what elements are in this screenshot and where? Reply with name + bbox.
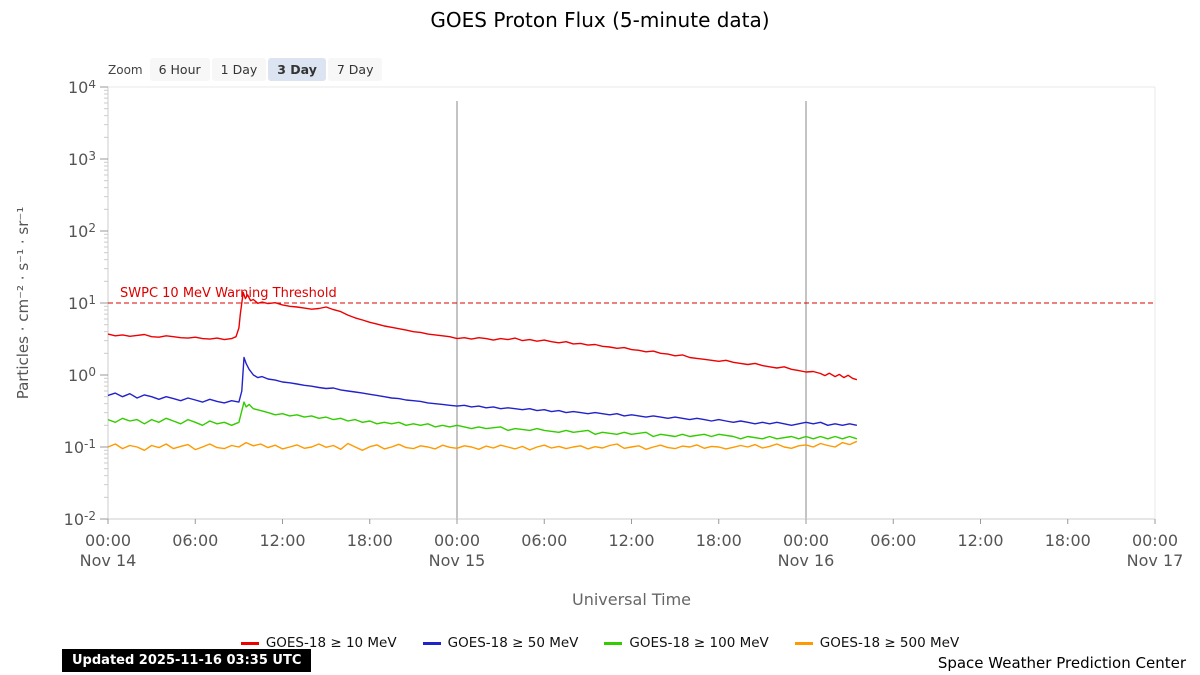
day-gridlines	[456, 101, 807, 519]
svg-text:10-1: 10-1	[64, 437, 96, 457]
svg-text:00:00: 00:00	[783, 531, 829, 550]
svg-text:100: 100	[68, 365, 96, 385]
x-axis-ticks: 00:00 06:00 12:00 18:00 00:00 06:00 12:00 18:00…	[80, 519, 1184, 570]
svg-text:12:00: 12:00	[957, 531, 1003, 550]
legend-item-50mev[interactable]: GOES-18 ≥ 50 MeV	[422, 635, 579, 651]
legend-item-500mev[interactable]: GOES-18 ≥ 500 MeV	[794, 635, 960, 651]
svg-text:12:00: 12:00	[608, 531, 654, 550]
svg-text:Nov 15: Nov 15	[429, 551, 486, 570]
updated-badge: Updated 2025-11-16 03:35 UTC	[62, 649, 312, 672]
svg-text:06:00: 06:00	[172, 531, 218, 550]
zoom-controls: Zoom 6 Hour 1 Day 3 Day 7 Day	[108, 58, 384, 81]
legend: GOES-18 ≥ 10 MeV GOES-18 ≥ 50 MeV GOES-1…	[0, 635, 1200, 651]
series-lines	[107, 291, 858, 451]
svg-text:12:00: 12:00	[259, 531, 305, 550]
svg-text:00:00: 00:00	[85, 531, 131, 550]
zoom-button-6hour[interactable]: 6 Hour	[149, 58, 210, 81]
proton-flux-chart[interactable]: 104 103 102 101 100 10-1 10-2 00:00 06:00 12:00 18…	[0, 80, 1200, 585]
svg-text:06:00: 06:00	[870, 531, 916, 550]
series-line-3	[107, 440, 858, 451]
y-axis-title: Particles · cm⁻² · s⁻¹ · sr⁻¹	[14, 207, 32, 400]
svg-text:103: 103	[68, 149, 96, 169]
legend-swatch-2	[604, 641, 623, 645]
svg-text:101: 101	[68, 293, 96, 313]
legend-item-100mev[interactable]: GOES-18 ≥ 100 MeV	[604, 635, 769, 651]
svg-text:Nov 14: Nov 14	[80, 551, 137, 570]
svg-text:104: 104	[68, 80, 96, 97]
series-line-0	[107, 291, 858, 381]
y-axis-ticks: 104 103 102 101 100 10-1 10-2	[64, 80, 108, 529]
svg-text:18:00: 18:00	[696, 531, 742, 550]
legend-label-50mev: GOES-18 ≥ 50 MeV	[447, 635, 579, 651]
svg-text:Nov 16: Nov 16	[778, 551, 835, 570]
series-line-2	[107, 401, 858, 440]
legend-label-10mev: GOES-18 ≥ 10 MeV	[265, 635, 397, 651]
svg-text:102: 102	[68, 221, 96, 241]
legend-item-10mev[interactable]: GOES-18 ≥ 10 MeV	[240, 635, 397, 651]
chart-title: GOES Proton Flux (5-minute data)	[430, 8, 770, 32]
svg-text:00:00: 00:00	[1132, 531, 1178, 550]
swpc-credit: Space Weather Prediction Center	[937, 654, 1186, 672]
legend-swatch-3	[794, 641, 813, 645]
svg-text:Nov 17: Nov 17	[1127, 551, 1184, 570]
legend-label-500mev: GOES-18 ≥ 500 MeV	[819, 635, 960, 651]
svg-text:18:00: 18:00	[1045, 531, 1091, 550]
legend-swatch-0	[240, 641, 259, 645]
series-line-1	[107, 356, 858, 426]
zoom-button-1day[interactable]: 1 Day	[211, 58, 267, 81]
legend-label-100mev: GOES-18 ≥ 100 MeV	[629, 635, 769, 651]
svg-text:18:00: 18:00	[347, 531, 393, 550]
legend-swatch-1	[422, 641, 441, 645]
threshold-label: SWPC 10 MeV Warning Threshold	[120, 286, 337, 301]
zoom-label: Zoom	[108, 62, 143, 77]
x-axis-title: Universal Time	[571, 590, 691, 609]
svg-text:06:00: 06:00	[521, 531, 567, 550]
svg-text:10-2: 10-2	[64, 509, 96, 529]
svg-text:00:00: 00:00	[434, 531, 480, 550]
zoom-button-7day[interactable]: 7 Day	[327, 58, 383, 81]
zoom-button-3day[interactable]: 3 Day	[268, 58, 326, 81]
